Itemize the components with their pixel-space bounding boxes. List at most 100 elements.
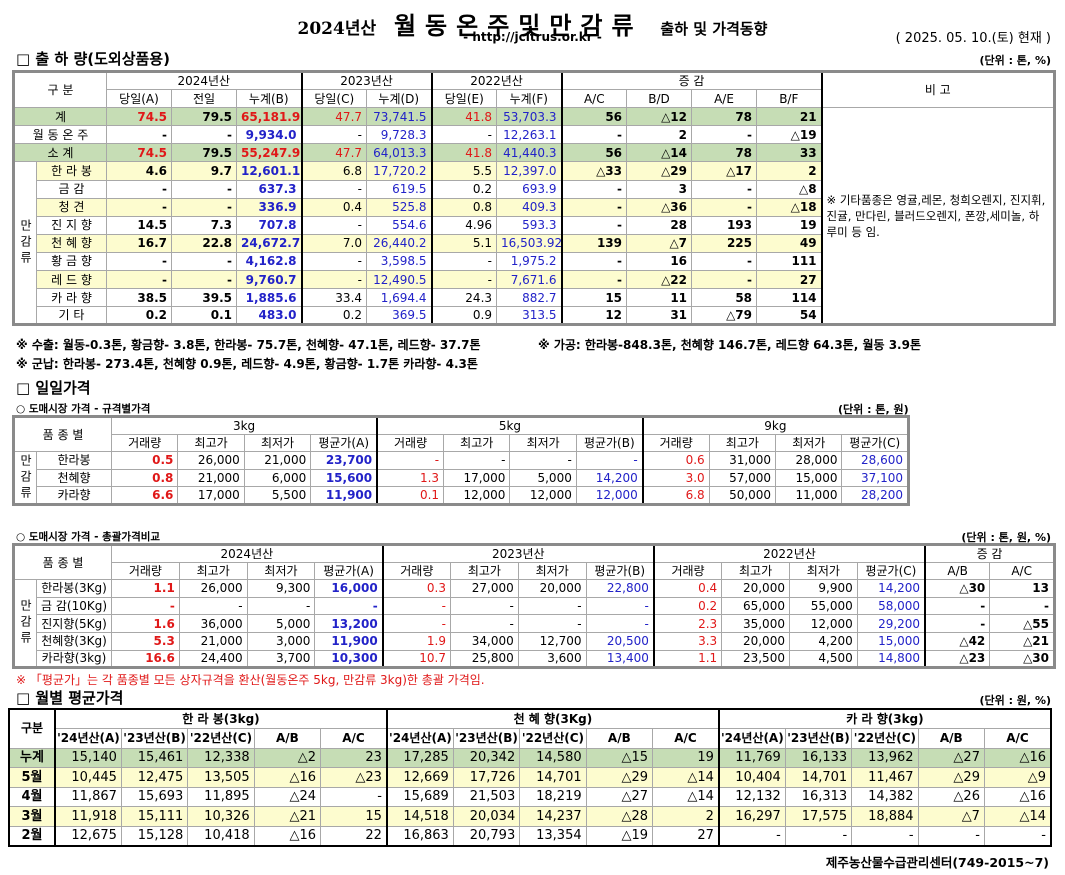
cell: - [509, 451, 577, 470]
cell: 619.5 [366, 179, 433, 199]
cell: 56 [560, 143, 628, 163]
cell: 74.5 [106, 107, 172, 127]
cell: 18,884 [851, 806, 919, 827]
cell: 11,467 [851, 767, 919, 788]
cell: 16,297 [717, 806, 786, 827]
cell: 12,490.5 [366, 270, 433, 290]
cell: 12,675 [53, 825, 122, 846]
overall-price-table: 품 종 별 2024년산 2023년산 2022년산 증 감 거래량 최고가 최저가 평균가(… [12, 543, 1056, 670]
cell: - [585, 614, 655, 633]
cell: △14 [652, 786, 720, 807]
column-header: 최저가 [788, 561, 858, 581]
spec-subheading: ○ 도매시장 가격 - 규격별가격 [16, 403, 151, 415]
cell: - [517, 614, 587, 633]
cell: 50,000 [708, 486, 777, 505]
note-military: ※ 군납: 한라봉- 273.4톤, 천혜향 0.9톤, 레드향- 4.9톤, … [16, 357, 478, 371]
cell: 114 [756, 288, 823, 308]
cell: - [320, 786, 388, 807]
cell: 23,500 [721, 649, 790, 669]
title-sub: 출하 및 가격동향 [660, 20, 768, 38]
cell: 37,100 [841, 468, 909, 488]
cell: 554.6 [366, 215, 433, 235]
cell: 0.2 [300, 306, 368, 326]
table-row: 월 동 온 주 - -9,934.0-9,728.3-12,263.1-2- △19 [13, 125, 1055, 145]
cell: 409.3 [496, 197, 563, 217]
cell: - [300, 251, 368, 272]
cell: 17,000 [177, 486, 245, 505]
column-header: 거래량 [652, 561, 723, 581]
cell: 26,000 [178, 579, 248, 598]
cell: 13,200 [314, 614, 384, 633]
row-label: 천혜향(3Kg) [36, 631, 112, 651]
cell: 7.3 [171, 215, 237, 235]
cell: - [171, 179, 237, 199]
cell: 28,200 [841, 486, 909, 505]
column-header: 누계(B) [235, 89, 303, 109]
cell: △7 [626, 233, 693, 253]
cell: 13,354 [519, 825, 587, 846]
cell: - [717, 825, 786, 846]
group-header: 천 혜 향(3Kg) [385, 708, 720, 729]
column-header: 거래량 [111, 561, 180, 581]
cell: △19 [756, 125, 823, 145]
cell: - [517, 596, 587, 616]
row-label: 천혜향 [36, 468, 112, 488]
cell: - [106, 251, 172, 272]
cell: 78 [691, 143, 758, 163]
cell: 4,500 [788, 649, 858, 669]
site-url[interactable]: - http://jcitrus.or.kr - [463, 30, 602, 44]
cell: 593.3 [496, 215, 563, 235]
cell: 14,200 [856, 579, 926, 598]
row-label: 5월 [8, 767, 56, 788]
cell: 525.8 [366, 197, 433, 217]
cell: △29 [917, 767, 985, 788]
cell: △12 [626, 107, 693, 127]
cell: 4,162.8 [235, 251, 303, 272]
cell: 41.8 [430, 107, 498, 127]
cell: 29,200 [856, 614, 926, 633]
cell: 11 [626, 288, 693, 308]
row-label: 레 드 향 [36, 270, 107, 290]
cell: △79 [691, 306, 758, 326]
cell: - [575, 451, 644, 470]
cell: - [691, 251, 758, 272]
cell: 41,440.3 [496, 143, 563, 163]
cell: 15,461 [120, 747, 189, 768]
cell: 3,598.5 [366, 251, 433, 272]
column-header: '22년산(C) [187, 728, 255, 749]
table-row: 만감류 한라봉(3Kg) 1.1 26,000 9,300 16,000 0.3 27,000… [13, 579, 1055, 669]
group-header: 증 감 [924, 544, 1056, 563]
cell: 882.7 [496, 288, 563, 308]
cell: - [430, 251, 498, 272]
cell: 15 [320, 806, 388, 827]
cell: 483.0 [235, 306, 303, 326]
cell: 34,000 [449, 631, 519, 651]
cell: 79.5 [171, 143, 237, 163]
cell: 5,000 [246, 614, 316, 633]
cell: - [560, 179, 628, 199]
table-row: 금 감 - -637.3-619.5 0.2 693.9-3- △8 [14, 179, 1055, 199]
cell: 24,672.7 [235, 233, 303, 253]
cell: 14,237 [519, 806, 587, 827]
column-header: A/B [585, 728, 654, 749]
cell: 0.1 [171, 306, 237, 326]
cell: 313.5 [496, 306, 563, 326]
cell: 56 [560, 107, 628, 127]
cell: △42 [924, 631, 991, 651]
table-row: 2월 12,675 15,128 10,418 △16 22 16,863 20,793 13,… [8, 825, 1052, 846]
cell: 14,382 [851, 786, 919, 807]
cell: 47.7 [300, 107, 368, 127]
cell: 33.4 [300, 288, 368, 308]
cell: △2 [253, 747, 322, 768]
cell: 22 [320, 825, 388, 846]
cell: 6.6 [110, 486, 179, 505]
cell: 31,000 [708, 451, 777, 470]
cell: 41.8 [430, 143, 498, 163]
cell: 20,034 [452, 806, 521, 827]
column-header: 거래량 [110, 433, 179, 453]
group-header: 2023년산 [381, 544, 655, 563]
table-row: 계 74.5 79.5 65,181.9 47.7 73,741.5 41.8 53,703.… [13, 107, 1055, 326]
cell: - [560, 270, 628, 290]
cell: 9,728.3 [366, 125, 433, 145]
cell: △14 [652, 767, 720, 788]
